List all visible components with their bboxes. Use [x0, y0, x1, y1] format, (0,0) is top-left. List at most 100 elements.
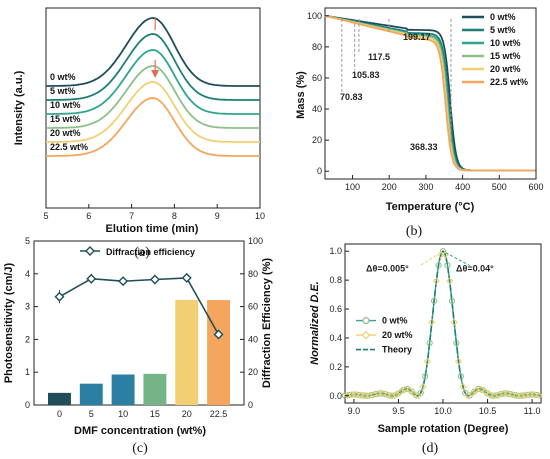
panel-d-ytick-label: 0.6 — [329, 304, 342, 314]
panel-c-bar — [207, 300, 230, 405]
panel-a-xtick-label: 8 — [172, 211, 177, 221]
panel-b-xtick-label: 400 — [455, 182, 470, 192]
panel-d-point-20wt — [410, 390, 418, 398]
panel-d-point-20wt — [356, 391, 365, 399]
panel-b-ylabel: Mass (%) — [295, 71, 307, 119]
panel-c-ytick-label: 3 — [25, 302, 30, 312]
panel-c-xlabel: DMF concentration (wt%) — [74, 425, 206, 437]
panel-d-point-20wt — [445, 277, 454, 285]
panel-a-xtick-label: 9 — [215, 211, 220, 221]
panel-b-ytick-label: 100 — [307, 11, 322, 21]
panel-d-point-0wt — [350, 391, 358, 398]
panel-d-point-0wt — [528, 391, 536, 398]
panel-c-de-point — [86, 273, 97, 284]
panel-b-xtick-label: 600 — [528, 182, 543, 192]
panel-d-point-20wt — [503, 389, 512, 398]
panel-d-point-20wt — [477, 385, 485, 393]
panel-b-ytick-label: 40 — [312, 104, 322, 114]
panel-d-point-0wt — [386, 392, 393, 399]
panel-a-arrowhead — [151, 70, 160, 78]
panel-a-series-line — [46, 81, 260, 143]
panel-a-xlabel: Elution time (min) — [106, 223, 199, 235]
panel-c-ytick-label: 2 — [25, 334, 30, 344]
panel-d-point-20wt — [459, 383, 467, 391]
panel-d-point-0wt — [359, 392, 366, 399]
panel-b-annotation: 117.5 — [368, 52, 390, 62]
panel-d-point-20wt — [450, 318, 458, 326]
panel-c-xtick-label: 10 — [118, 409, 128, 419]
panel-d-xtick-label: 9.5 — [392, 406, 405, 416]
panel-d-point-0wt — [444, 262, 451, 269]
panel-d-point-0wt — [515, 392, 522, 399]
panel-b-xtick-label: 200 — [382, 182, 397, 192]
panel-d-legend-label: 0 wt% — [382, 316, 408, 326]
panel-d-annotation-line — [445, 252, 471, 267]
panel-b-frame — [324, 7, 537, 180]
panel-c-de-point — [213, 329, 224, 340]
panel-d-point-20wt — [428, 318, 436, 326]
panel-c-chart: 0 5 10 15 20 22.5 0 1 2 3 4 5 0 20 40 60 80 100 Diffracti… — [3, 236, 273, 456]
panel-c-y2tick-label: 40 — [248, 334, 258, 344]
panel-c-y2tick-label: 60 — [248, 302, 258, 312]
panel-d-xtick-label: 10.0 — [434, 406, 452, 416]
panel-d-point-0wt — [520, 392, 527, 399]
panel-c-caption: (c) — [132, 441, 148, 456]
panel-b-legend-label: 22.5 wt% — [490, 77, 528, 87]
panel-d-point-20wt — [508, 390, 516, 399]
panel-d-ytick-label: 1.0 — [329, 246, 342, 256]
panel-d-point-20wt — [423, 357, 432, 366]
panel-b-annotation: 105.83 — [352, 70, 380, 80]
panel-d-xtick-label: 9.0 — [348, 406, 361, 416]
panel-a-xtick-label: 6 — [86, 211, 91, 221]
panel-c-bar — [143, 373, 167, 405]
panel-d-caption: (d) — [422, 441, 439, 456]
panel-c-xtick-label: 0 — [57, 409, 62, 419]
panel-d-point-20wt — [396, 388, 405, 396]
panel-a-series-line — [46, 17, 260, 87]
panel-d-legend-label: 20 wt% — [382, 330, 413, 340]
panel-d-point-0wt — [488, 392, 496, 399]
panel-c-ytick-label: 1 — [25, 367, 30, 377]
panel-d-point-0wt — [355, 391, 362, 398]
panel-d-annotation-line — [419, 252, 441, 267]
panel-d-point-20wt — [392, 391, 400, 399]
panel-d-point-20wt — [530, 391, 539, 399]
panel-a-series-label: 0 wt% — [50, 72, 76, 82]
panel-b-legend-label: 10 wt% — [490, 38, 521, 48]
panel-d-point-0wt — [453, 339, 460, 347]
panel-d-point-20wt — [535, 391, 543, 400]
panel-c-de-point — [181, 272, 192, 283]
panel-d-point-0wt — [497, 391, 505, 398]
panel-d-ytick-label: 0.8 — [329, 275, 342, 285]
panel-d-xlabel: Sample rotation (Degree) — [378, 423, 509, 435]
panel-d-annotation: Δθ=0.04° — [456, 263, 494, 273]
panel-d-point-0wt — [364, 392, 371, 399]
panel-d-ytick-label: 0.2 — [329, 362, 342, 372]
panel-d-point-20wt — [352, 390, 360, 399]
panel-d-point-0wt — [426, 339, 433, 347]
panel-a-series-label: 15 wt% — [50, 114, 81, 124]
panel-a-xtick-label: 10 — [255, 211, 265, 221]
panel-d-point-0wt — [435, 262, 442, 269]
panel-d-point-20wt — [419, 383, 427, 391]
panel-c-de-point — [118, 276, 129, 287]
panel-d-point-0wt — [511, 392, 518, 399]
panel-c-bar — [111, 374, 135, 405]
panel-a-series-line — [46, 49, 260, 115]
panel-d-point-0wt — [404, 385, 411, 393]
panel-d-ytick-label: 0.4 — [329, 333, 342, 343]
panel-b-ytick-label: 20 — [312, 135, 322, 145]
panel-a-xtick-label: 5 — [43, 211, 48, 221]
panel-d-point-0wt — [448, 297, 456, 304]
panel-d-legend-marker — [361, 330, 371, 340]
panel-b-ytick-label: 80 — [312, 42, 322, 52]
panel-d-point-0wt — [368, 392, 375, 399]
panel-c-de-line — [59, 277, 220, 335]
panel-d-point-0wt — [430, 297, 438, 304]
panel-b-xlabel: Temperature (°C) — [386, 201, 475, 213]
panel-d-point-20wt — [414, 391, 423, 400]
panel-d-point-20wt — [481, 388, 490, 396]
panel-d-point-0wt — [475, 385, 482, 393]
panel-c-y2tick-label: 20 — [248, 367, 258, 377]
panel-b-legend-label: 20 wt% — [490, 64, 521, 74]
